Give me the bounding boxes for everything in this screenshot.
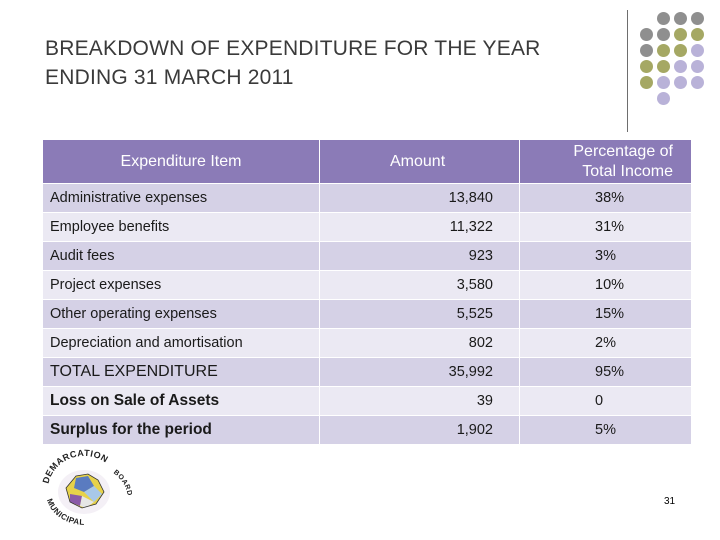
decorative-dot bbox=[691, 60, 704, 73]
expenditure-table: Expenditure Item Amount Percentage of To… bbox=[43, 140, 691, 445]
decorative-dot bbox=[674, 44, 687, 57]
cell-item: Audit fees bbox=[43, 242, 319, 271]
decorative-dot bbox=[640, 44, 653, 57]
table-header-row: Expenditure Item Amount Percentage of To… bbox=[43, 140, 691, 184]
cell-percentage: 2% bbox=[519, 329, 691, 358]
column-header-amount: Amount bbox=[319, 140, 519, 184]
svg-text:BOARD: BOARD bbox=[112, 469, 132, 497]
cell-percentage: 38% bbox=[519, 184, 691, 213]
table-row-total: TOTAL EXPENDITURE 35,992 95% bbox=[43, 358, 691, 387]
decorative-dot bbox=[657, 44, 670, 57]
cell-percentage: 31% bbox=[519, 213, 691, 242]
logo-text-right: BOARD bbox=[112, 469, 132, 497]
decorative-dot bbox=[640, 60, 653, 73]
table-row: Employee benefits 11,322 31% bbox=[43, 213, 691, 242]
table-row: Project expenses 3,580 10% bbox=[43, 271, 691, 300]
slide-title: BREAKDOWN OF EXPENDITURE FOR THE YEAR EN… bbox=[45, 34, 625, 92]
cell-amount: 3,580 bbox=[319, 271, 519, 300]
cell-percentage: 95% bbox=[519, 358, 691, 387]
column-header-percentage-line-2: Total Income bbox=[582, 162, 673, 180]
decorative-divider bbox=[627, 10, 628, 132]
decorative-dot bbox=[657, 92, 670, 105]
cell-amount: 39 bbox=[319, 387, 519, 416]
cell-item: Project expenses bbox=[43, 271, 319, 300]
cell-percentage: 10% bbox=[519, 271, 691, 300]
decorative-dot bbox=[691, 28, 704, 41]
cell-amount: 13,840 bbox=[319, 184, 519, 213]
decorative-dot bbox=[674, 12, 687, 25]
page-number: 31 bbox=[664, 496, 676, 507]
table-row: Surplus for the period 1,902 5% bbox=[43, 416, 691, 445]
municipal-demarcation-board-logo: DEMARCATION BOARD MUNICIPAL bbox=[41, 448, 132, 527]
cell-amount: 923 bbox=[319, 242, 519, 271]
table-row: Administrative expenses 13,840 38% bbox=[43, 184, 691, 213]
decorative-dot bbox=[657, 28, 670, 41]
decorative-dot bbox=[657, 60, 670, 73]
table-row: Loss on Sale of Assets 39 0 bbox=[43, 387, 691, 416]
decorative-dot bbox=[657, 76, 670, 89]
column-header-percentage-line-1: Percentage of bbox=[573, 142, 673, 160]
cell-item: Depreciation and amortisation bbox=[43, 329, 319, 358]
cell-item: Employee benefits bbox=[43, 213, 319, 242]
table-row: Depreciation and amortisation 802 2% bbox=[43, 329, 691, 358]
decorative-dot bbox=[640, 76, 653, 89]
column-header-percentage: Percentage of Total Income bbox=[519, 140, 691, 184]
decorative-dot bbox=[674, 60, 687, 73]
slide-title-line-1: BREAKDOWN OF EXPENDITURE FOR THE YEAR bbox=[45, 37, 541, 60]
cell-percentage: 5% bbox=[519, 416, 691, 445]
cell-item: TOTAL EXPENDITURE bbox=[43, 358, 319, 387]
cell-item: Surplus for the period bbox=[43, 416, 319, 445]
cell-percentage: 15% bbox=[519, 300, 691, 329]
cell-item: Other operating expenses bbox=[43, 300, 319, 329]
cell-amount: 35,992 bbox=[319, 358, 519, 387]
cell-percentage: 0 bbox=[519, 387, 691, 416]
decorative-dot bbox=[657, 12, 670, 25]
cell-item: Administrative expenses bbox=[43, 184, 319, 213]
column-header-item: Expenditure Item bbox=[43, 140, 319, 184]
decorative-dot bbox=[691, 12, 704, 25]
decorative-dot bbox=[691, 44, 704, 57]
cell-amount: 1,902 bbox=[319, 416, 519, 445]
cell-amount: 11,322 bbox=[319, 213, 519, 242]
decorative-dot bbox=[640, 28, 653, 41]
cell-item: Loss on Sale of Assets bbox=[43, 387, 319, 416]
cell-percentage: 3% bbox=[519, 242, 691, 271]
table-row: Other operating expenses 5,525 15% bbox=[43, 300, 691, 329]
table-row: Audit fees 923 3% bbox=[43, 242, 691, 271]
slide-title-line-2: ENDING 31 MARCH 2011 bbox=[45, 66, 294, 89]
cell-amount: 5,525 bbox=[319, 300, 519, 329]
decorative-dot bbox=[674, 76, 687, 89]
decorative-dot-grid bbox=[640, 12, 720, 112]
decorative-dot bbox=[674, 28, 687, 41]
cell-amount: 802 bbox=[319, 329, 519, 358]
decorative-dot bbox=[691, 76, 704, 89]
